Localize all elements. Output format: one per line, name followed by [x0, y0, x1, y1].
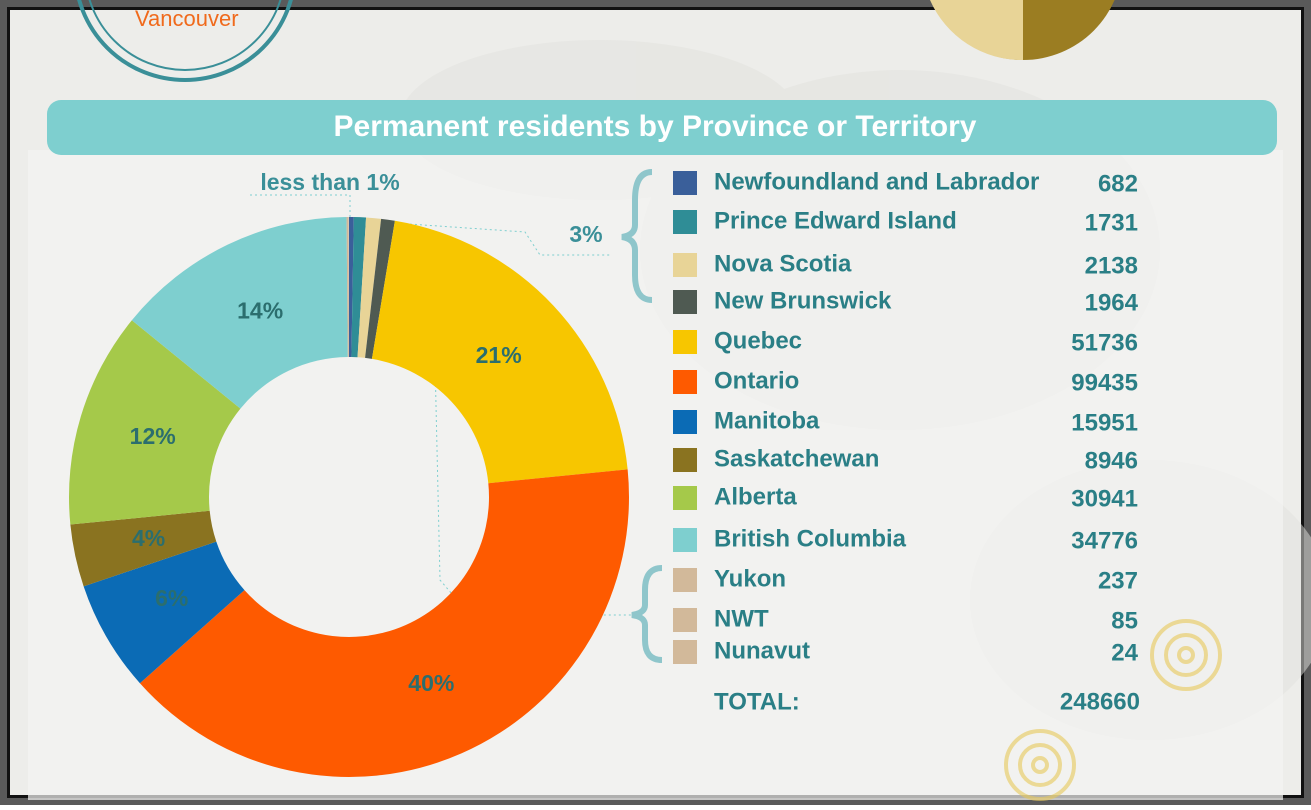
legend-value: 237 — [1098, 567, 1138, 594]
legend-swatch — [673, 448, 697, 472]
legend-label: Yukon — [714, 565, 786, 592]
legend-value: 2138 — [1085, 252, 1138, 279]
legend-label: Alberta — [714, 483, 797, 510]
slice-label: 6% — [155, 585, 188, 611]
legend-swatch — [673, 210, 697, 234]
legend-label: Saskatchewan — [714, 445, 879, 472]
legend-swatch — [673, 640, 697, 664]
legend-swatch — [673, 171, 697, 195]
legend-label: Prince Edward Island — [714, 207, 957, 234]
legend-swatch — [673, 528, 697, 552]
chart-title: Permanent residents by Province or Terri… — [334, 110, 977, 143]
slice-label: 4% — [132, 525, 165, 551]
legend-value: 8946 — [1085, 447, 1138, 474]
slice-label: 21% — [476, 342, 522, 368]
legend-value: 15951 — [1071, 409, 1138, 436]
legend-swatch — [673, 253, 697, 277]
legend-swatch — [673, 486, 697, 510]
legend-label: Nova Scotia — [714, 250, 852, 277]
legend-value: 1964 — [1085, 289, 1139, 316]
annotation: less than 1% — [260, 169, 399, 195]
total-value: 248660 — [1060, 688, 1140, 715]
legend-label: Manitoba — [714, 407, 820, 434]
legend-value: 30941 — [1071, 485, 1138, 512]
legend-label: NWT — [714, 605, 769, 632]
legend-value: 1731 — [1085, 209, 1138, 236]
legend-value: 85 — [1111, 607, 1138, 634]
legend-label: Nunavut — [714, 637, 810, 664]
total-label: TOTAL: — [714, 688, 800, 715]
legend-label: Ontario — [714, 367, 799, 394]
legend-value: 34776 — [1071, 527, 1138, 554]
legend-label: British Columbia — [714, 525, 907, 552]
legend-label: Quebec — [714, 327, 802, 354]
legend-label: New Brunswick — [714, 287, 892, 314]
legend-swatch — [673, 410, 697, 434]
legend-label: Newfoundland and Labrador — [714, 168, 1039, 195]
slice-label: 14% — [237, 297, 283, 323]
legend-swatch — [673, 608, 697, 632]
legend-value: 24 — [1111, 639, 1138, 666]
legend-value: 682 — [1098, 170, 1138, 197]
slice-label: 12% — [130, 423, 176, 449]
legend-value: 99435 — [1071, 369, 1138, 396]
legend-value: 51736 — [1071, 329, 1138, 356]
annotation: 3% — [569, 221, 602, 247]
legend-swatch — [673, 290, 697, 314]
legend-swatch — [673, 370, 697, 394]
slice-label: 40% — [408, 670, 454, 696]
header-fragment: Vancouver — [135, 6, 239, 31]
legend-swatch — [673, 330, 697, 354]
legend-swatch — [673, 568, 697, 592]
